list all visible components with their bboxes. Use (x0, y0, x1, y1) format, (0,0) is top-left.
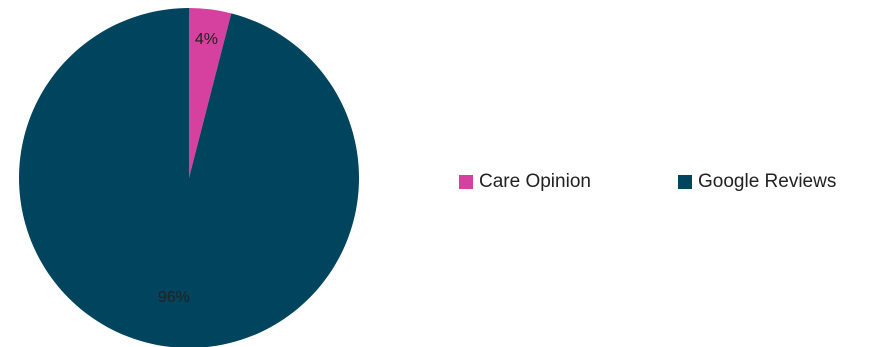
legend: Care Opinion Google Reviews (459, 171, 836, 192)
legend-swatch-google-reviews (678, 175, 692, 189)
pie-slice-google-reviews (19, 8, 359, 347)
data-label-care-opinion: 4% (195, 31, 218, 48)
data-label-google-reviews: 96% (158, 289, 190, 306)
legend-label-care-opinion: Care Opinion (479, 171, 591, 192)
pie-data-labels: 4% 96% (158, 31, 218, 306)
legend-swatch-care-opinion (459, 175, 473, 189)
pie-slices (19, 8, 359, 347)
legend-label-google-reviews: Google Reviews (698, 171, 836, 192)
pie-slice-care-opinion (189, 8, 232, 178)
